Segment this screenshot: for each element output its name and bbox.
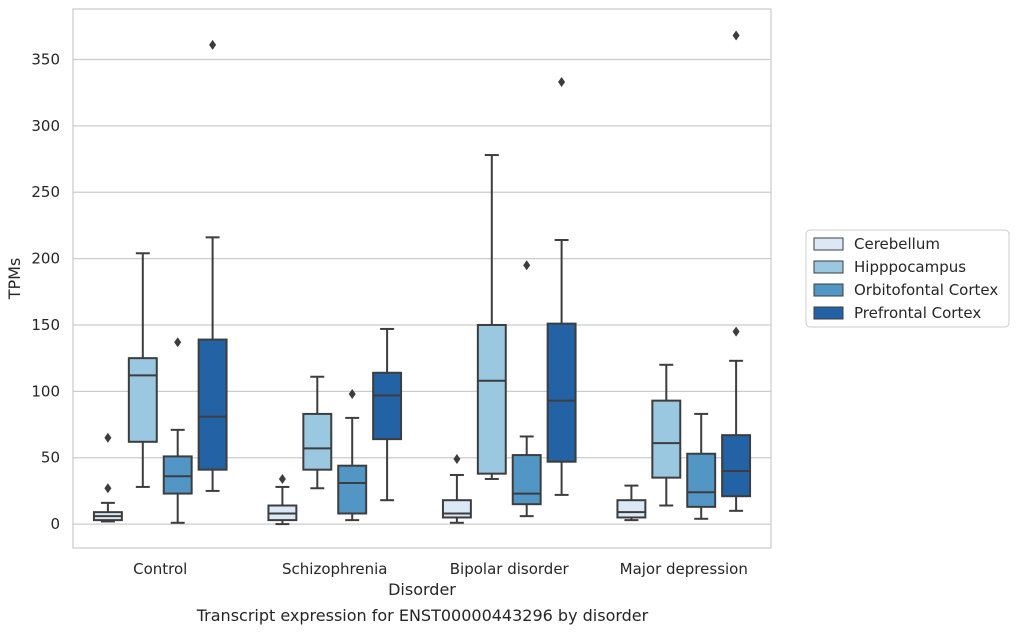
box-0-1: [267, 473, 298, 526]
x-tick-3: Major depression: [620, 560, 748, 578]
y-tick-labels: 0 50 100 150 200 250 300 350: [31, 50, 60, 533]
y-tick-0: 0: [50, 515, 60, 533]
box-series: [92, 30, 752, 526]
legend-swatch: [813, 260, 844, 274]
box-2-0: [162, 337, 193, 524]
legend-item-3: Prefrontal Cortex: [813, 304, 981, 322]
outlier-0: [104, 483, 112, 494]
outlier-1: [732, 30, 740, 41]
outlier-0: [174, 337, 182, 348]
y-tick-50: 50: [41, 449, 60, 467]
outlier-0: [278, 473, 286, 484]
box-iqr: [546, 322, 577, 463]
series-3: [197, 30, 752, 512]
legend-frame: [805, 229, 1010, 328]
box-iqr: [616, 499, 647, 519]
y-tick-150: 150: [31, 316, 60, 334]
legend-swatch: [813, 306, 844, 320]
outlier-1: [104, 432, 112, 443]
outlier-0: [558, 77, 566, 88]
chart-caption: Transcript expression for ENST0000044329…: [196, 606, 649, 625]
box-iqr: [372, 371, 403, 441]
x-axis-label: Disorder: [388, 580, 456, 599]
box-3-0: [197, 39, 228, 492]
box-0-2: [441, 454, 472, 524]
y-axis-label: TPMs: [5, 258, 24, 301]
box-iqr: [511, 454, 542, 506]
box-iqr: [162, 455, 193, 495]
box-iqr: [197, 338, 228, 471]
legend-item-1: Hipppocampus: [813, 258, 966, 276]
box-1-0: [127, 252, 158, 488]
y-tick-350: 350: [31, 50, 60, 68]
box-2-1: [337, 389, 368, 522]
outlier-0: [523, 260, 531, 271]
box-iqr: [302, 412, 333, 471]
series-1: [127, 154, 682, 507]
box-iqr: [651, 399, 682, 479]
outlier-0: [453, 454, 461, 465]
legend-item-2: Orbitofontal Cortex: [813, 281, 998, 299]
box-2-2: [511, 260, 542, 518]
box-1-1: [302, 375, 333, 490]
x-tick-2: Bipolar disorder: [450, 560, 570, 578]
x-tick-0: Control: [133, 560, 187, 578]
x-tick-1: Schizophrenia: [282, 560, 387, 578]
box-iqr: [686, 452, 717, 508]
x-tick-labels: Control Schizophrenia Bipolar disorder Majo…: [133, 560, 748, 578]
legend-swatch: [813, 283, 844, 297]
box-2-3: [686, 412, 717, 520]
box-iqr: [721, 434, 752, 498]
y-tick-100: 100: [31, 382, 60, 400]
plot-frame: [72, 8, 772, 549]
legend-label: Prefrontal Cortex: [854, 304, 981, 322]
legend-label: Cerebellum: [854, 235, 940, 253]
box-iqr: [476, 323, 507, 475]
outlier-0: [348, 389, 356, 399]
legend-swatch: [813, 237, 844, 251]
box-3-3: [721, 30, 752, 512]
box-iqr: [441, 499, 472, 519]
series-2: [162, 260, 717, 524]
box-0-0: [92, 432, 123, 523]
box-1-2: [476, 154, 507, 480]
box-iqr: [337, 464, 368, 515]
box-iqr: [127, 357, 158, 443]
y-tick-250: 250: [31, 183, 60, 201]
legend: Cerebellum Hipppocampus Orbitofontal Corte…: [805, 229, 1010, 328]
legend-item-0: Cerebellum: [813, 235, 940, 253]
box-0-3: [616, 484, 647, 522]
y-tick-300: 300: [31, 117, 60, 135]
outlier-0: [732, 326, 740, 337]
y-tick-200: 200: [31, 250, 60, 268]
box-3-1: [372, 327, 403, 502]
outlier-0: [209, 39, 217, 50]
legend-label: Hipppocampus: [854, 258, 966, 276]
box-1-3: [651, 363, 682, 507]
legend-label: Orbitofontal Cortex: [854, 281, 998, 299]
series-0: [92, 432, 647, 526]
box-3-2: [546, 77, 577, 496]
